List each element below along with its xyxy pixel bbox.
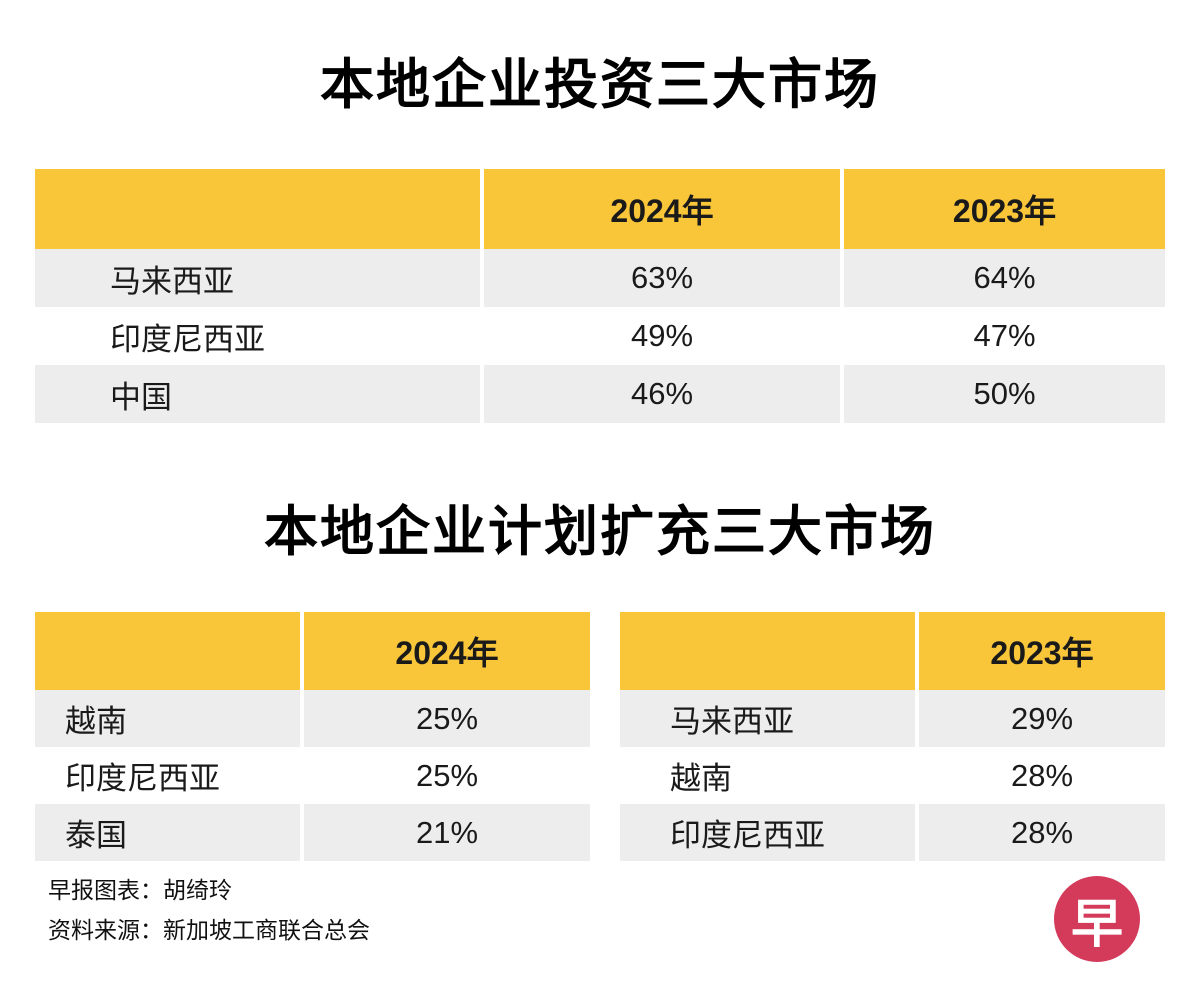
- row-value-2023: 47%: [840, 307, 1165, 365]
- table-row: 越南 28%: [620, 747, 1165, 804]
- row-label: 中国: [110, 379, 172, 415]
- row-label: 马来西亚: [670, 704, 794, 739]
- data-source: 资料来源：新加坡工商联合总会: [48, 917, 370, 943]
- header-year-2024: 2024年: [300, 612, 590, 690]
- row-value: 28%: [915, 747, 1165, 804]
- table-row: 印度尼西亚 25%: [35, 747, 590, 804]
- section1-title: 本地企业投资三大市场: [320, 55, 880, 115]
- row-value-2024: 49%: [480, 307, 840, 365]
- investment-table-header-row: 2024年 2023年: [35, 169, 1165, 249]
- table-row: 印度尼西亚 49% 47%: [35, 307, 1165, 365]
- row-label: 泰国: [65, 818, 127, 853]
- table-row: 越南 25%: [35, 690, 590, 747]
- expansion-table-2023: 2023年 马来西亚 29% 越南 28% 印度尼西亚 28%: [620, 612, 1165, 861]
- header-empty-cell: [35, 612, 300, 690]
- table-row: 印度尼西亚 28%: [620, 804, 1165, 861]
- row-value: 29%: [915, 690, 1165, 747]
- expansion-2023-header-row: 2023年: [620, 612, 1165, 690]
- row-value-2024: 63%: [480, 249, 840, 307]
- row-label: 马来西亚: [110, 263, 234, 299]
- row-value-2023: 50%: [840, 365, 1165, 423]
- chart-credit: 早报图表：胡绮玲: [48, 877, 232, 903]
- zaobao-logo-character: 早: [1070, 895, 1123, 954]
- table-row: 泰国 21%: [35, 804, 590, 861]
- expansion-table-2024: 2024年 越南 25% 印度尼西亚 25% 泰国 21%: [35, 612, 590, 861]
- header-empty-cell: [35, 169, 480, 249]
- expansion-2024-header-row: 2024年: [35, 612, 590, 690]
- zaobao-logo: 早: [1054, 876, 1140, 962]
- row-label: 印度尼西亚: [65, 761, 220, 796]
- row-value-2023: 64%: [840, 249, 1165, 307]
- row-value: 21%: [300, 804, 590, 861]
- footer-credits: 早报图表：胡绮玲 资料来源：新加坡工商联合总会: [48, 870, 370, 950]
- row-label: 印度尼西亚: [110, 321, 265, 357]
- row-value: 28%: [915, 804, 1165, 861]
- table-row: 马来西亚 29%: [620, 690, 1165, 747]
- row-label: 越南: [670, 761, 732, 796]
- row-label: 越南: [65, 704, 127, 739]
- header-year-2023: 2023年: [915, 612, 1165, 690]
- row-label: 印度尼西亚: [670, 818, 825, 853]
- investment-table: 2024年 2023年 马来西亚 63% 64% 印度尼西亚 49% 47% 中…: [35, 169, 1165, 423]
- row-value: 25%: [300, 690, 590, 747]
- header-year-2024: 2024年: [480, 169, 840, 249]
- section2-title: 本地企业计划扩充三大市场: [264, 502, 936, 562]
- table-row: 马来西亚 63% 64%: [35, 249, 1165, 307]
- row-value: 25%: [300, 747, 590, 804]
- expansion-tables: 2024年 越南 25% 印度尼西亚 25% 泰国 21% 2023年 马来西亚: [35, 612, 1200, 861]
- table-row: 中国 46% 50%: [35, 365, 1165, 423]
- header-empty-cell: [620, 612, 915, 690]
- row-value-2024: 46%: [480, 365, 840, 423]
- header-year-2023: 2023年: [840, 169, 1165, 249]
